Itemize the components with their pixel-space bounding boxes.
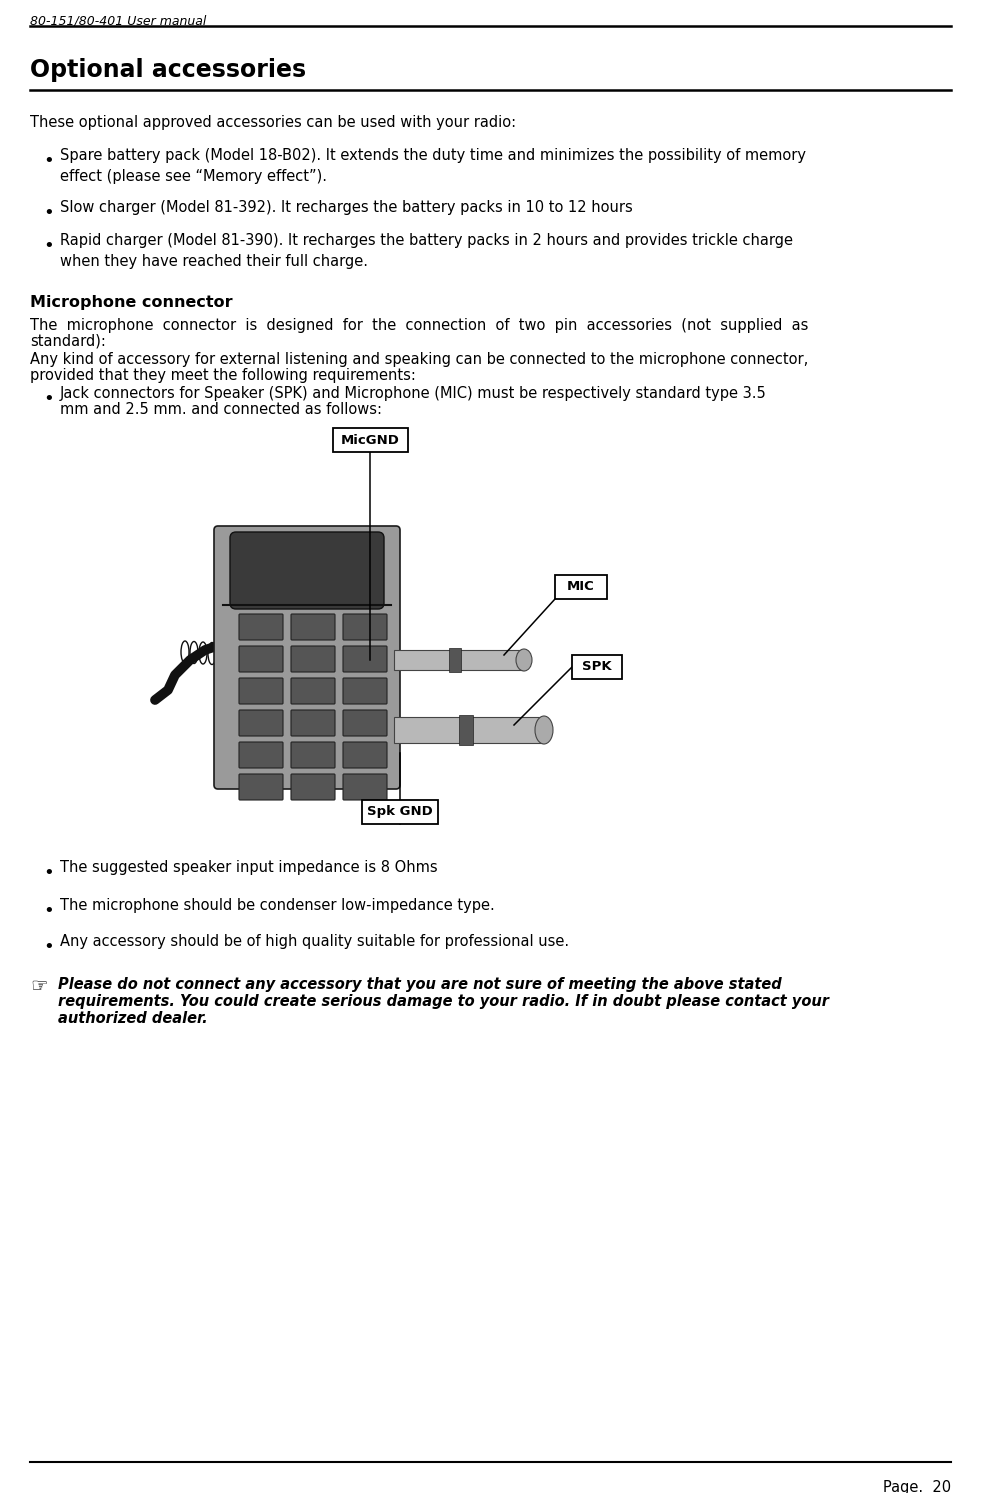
FancyBboxPatch shape [291,614,335,640]
Text: •: • [43,205,54,222]
Text: standard):: standard): [30,334,106,349]
FancyBboxPatch shape [291,742,335,767]
FancyBboxPatch shape [343,614,387,640]
Text: Spare battery pack (Model 18-B02). It extends the duty time and minimizes the po: Spare battery pack (Model 18-B02). It ex… [60,148,806,184]
Bar [555,575,607,599]
Text: •: • [43,237,54,255]
Text: Please do not connect any accessory that you are not sure of meeting the above s: Please do not connect any accessory that… [58,976,782,991]
FancyBboxPatch shape [291,773,335,800]
Bar [394,717,544,744]
FancyBboxPatch shape [291,646,335,672]
Text: Optional accessories: Optional accessories [30,58,306,82]
Bar [394,649,524,670]
FancyBboxPatch shape [291,711,335,736]
Text: These optional approved accessories can be used with your radio:: These optional approved accessories can … [30,115,516,130]
Text: requirements. You could create serious damage to your radio. If in doubt please : requirements. You could create serious d… [58,994,829,1009]
Text: 80-151/80-401 User manual: 80-151/80-401 User manual [30,13,206,27]
FancyBboxPatch shape [343,711,387,736]
Text: Rapid charger (Model 81-390). It recharges the battery packs in 2 hours and prov: Rapid charger (Model 81-390). It recharg… [60,233,793,269]
FancyBboxPatch shape [239,711,283,736]
Bar [362,800,438,824]
FancyBboxPatch shape [343,773,387,800]
Text: mm and 2.5 mm. and connected as follows:: mm and 2.5 mm. and connected as follows: [60,402,382,417]
Text: provided that they meet the following requirements:: provided that they meet the following re… [30,367,416,384]
Text: authorized dealer.: authorized dealer. [58,1011,208,1026]
Text: The microphone should be condenser low-impedance type.: The microphone should be condenser low-i… [60,897,494,914]
FancyBboxPatch shape [230,532,384,609]
Text: Any accessory should be of high quality suitable for professional use.: Any accessory should be of high quality … [60,935,569,950]
Text: Slow charger (Model 81-392). It recharges the battery packs in 10 to 12 hours: Slow charger (Model 81-392). It recharge… [60,200,633,215]
Text: SPK: SPK [582,660,612,673]
FancyBboxPatch shape [239,614,283,640]
Text: MIC: MIC [567,581,594,594]
Text: Page.  20: Page. 20 [883,1480,951,1493]
Bar [449,648,461,672]
Text: The suggested speaker input impedance is 8 Ohms: The suggested speaker input impedance is… [60,860,438,875]
FancyBboxPatch shape [343,742,387,767]
Bar [333,428,407,452]
Text: Jack connectors for Speaker (SPK) and Microphone (MIC) must be respectively stan: Jack connectors for Speaker (SPK) and Mi… [60,387,767,402]
Text: Microphone connector: Microphone connector [30,296,232,311]
Text: The  microphone  connector  is  designed  for  the  connection  of  two  pin  ac: The microphone connector is designed for… [30,318,808,333]
Text: MicGND: MicGND [340,433,399,446]
Text: •: • [43,902,54,920]
Bar [572,655,622,679]
Text: •: • [43,864,54,882]
Ellipse shape [535,717,553,744]
Text: Any kind of accessory for external listening and speaking can be connected to th: Any kind of accessory for external liste… [30,352,808,367]
FancyBboxPatch shape [343,646,387,672]
Bar [459,715,473,745]
FancyBboxPatch shape [239,742,283,767]
Ellipse shape [516,649,532,670]
FancyBboxPatch shape [343,678,387,705]
FancyBboxPatch shape [239,646,283,672]
FancyBboxPatch shape [239,678,283,705]
FancyBboxPatch shape [291,678,335,705]
FancyBboxPatch shape [239,773,283,800]
Text: •: • [43,938,54,956]
Text: •: • [43,152,54,170]
Text: ☞: ☞ [30,976,47,996]
Text: Spk GND: Spk GND [367,806,433,818]
FancyBboxPatch shape [214,526,400,788]
Text: •: • [43,390,54,408]
